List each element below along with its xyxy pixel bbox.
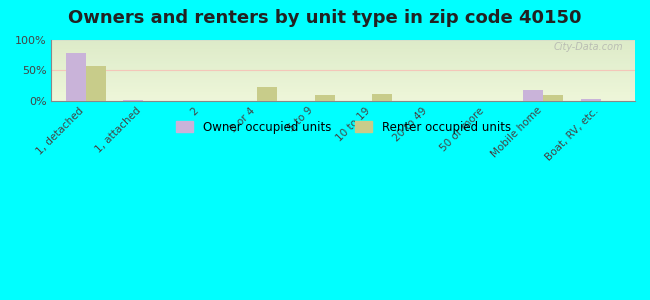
- Bar: [257, 87, 278, 101]
- Bar: [372, 94, 392, 101]
- Bar: [543, 94, 564, 100]
- Bar: [66, 53, 86, 100]
- Legend: Owner occupied units, Renter occupied units: Owner occupied units, Renter occupied un…: [171, 116, 515, 138]
- Bar: [86, 66, 106, 100]
- Bar: [543, 94, 564, 100]
- Bar: [523, 90, 543, 101]
- Bar: [315, 95, 335, 100]
- Text: City-Data.com: City-Data.com: [554, 42, 623, 52]
- Bar: [580, 99, 601, 101]
- Bar: [523, 90, 543, 101]
- Bar: [86, 66, 106, 100]
- Bar: [315, 95, 335, 100]
- Bar: [257, 87, 278, 101]
- Text: Owners and renters by unit type in zip code 40150: Owners and renters by unit type in zip c…: [68, 9, 582, 27]
- Bar: [580, 99, 601, 101]
- Bar: [372, 94, 392, 101]
- Bar: [66, 53, 86, 100]
